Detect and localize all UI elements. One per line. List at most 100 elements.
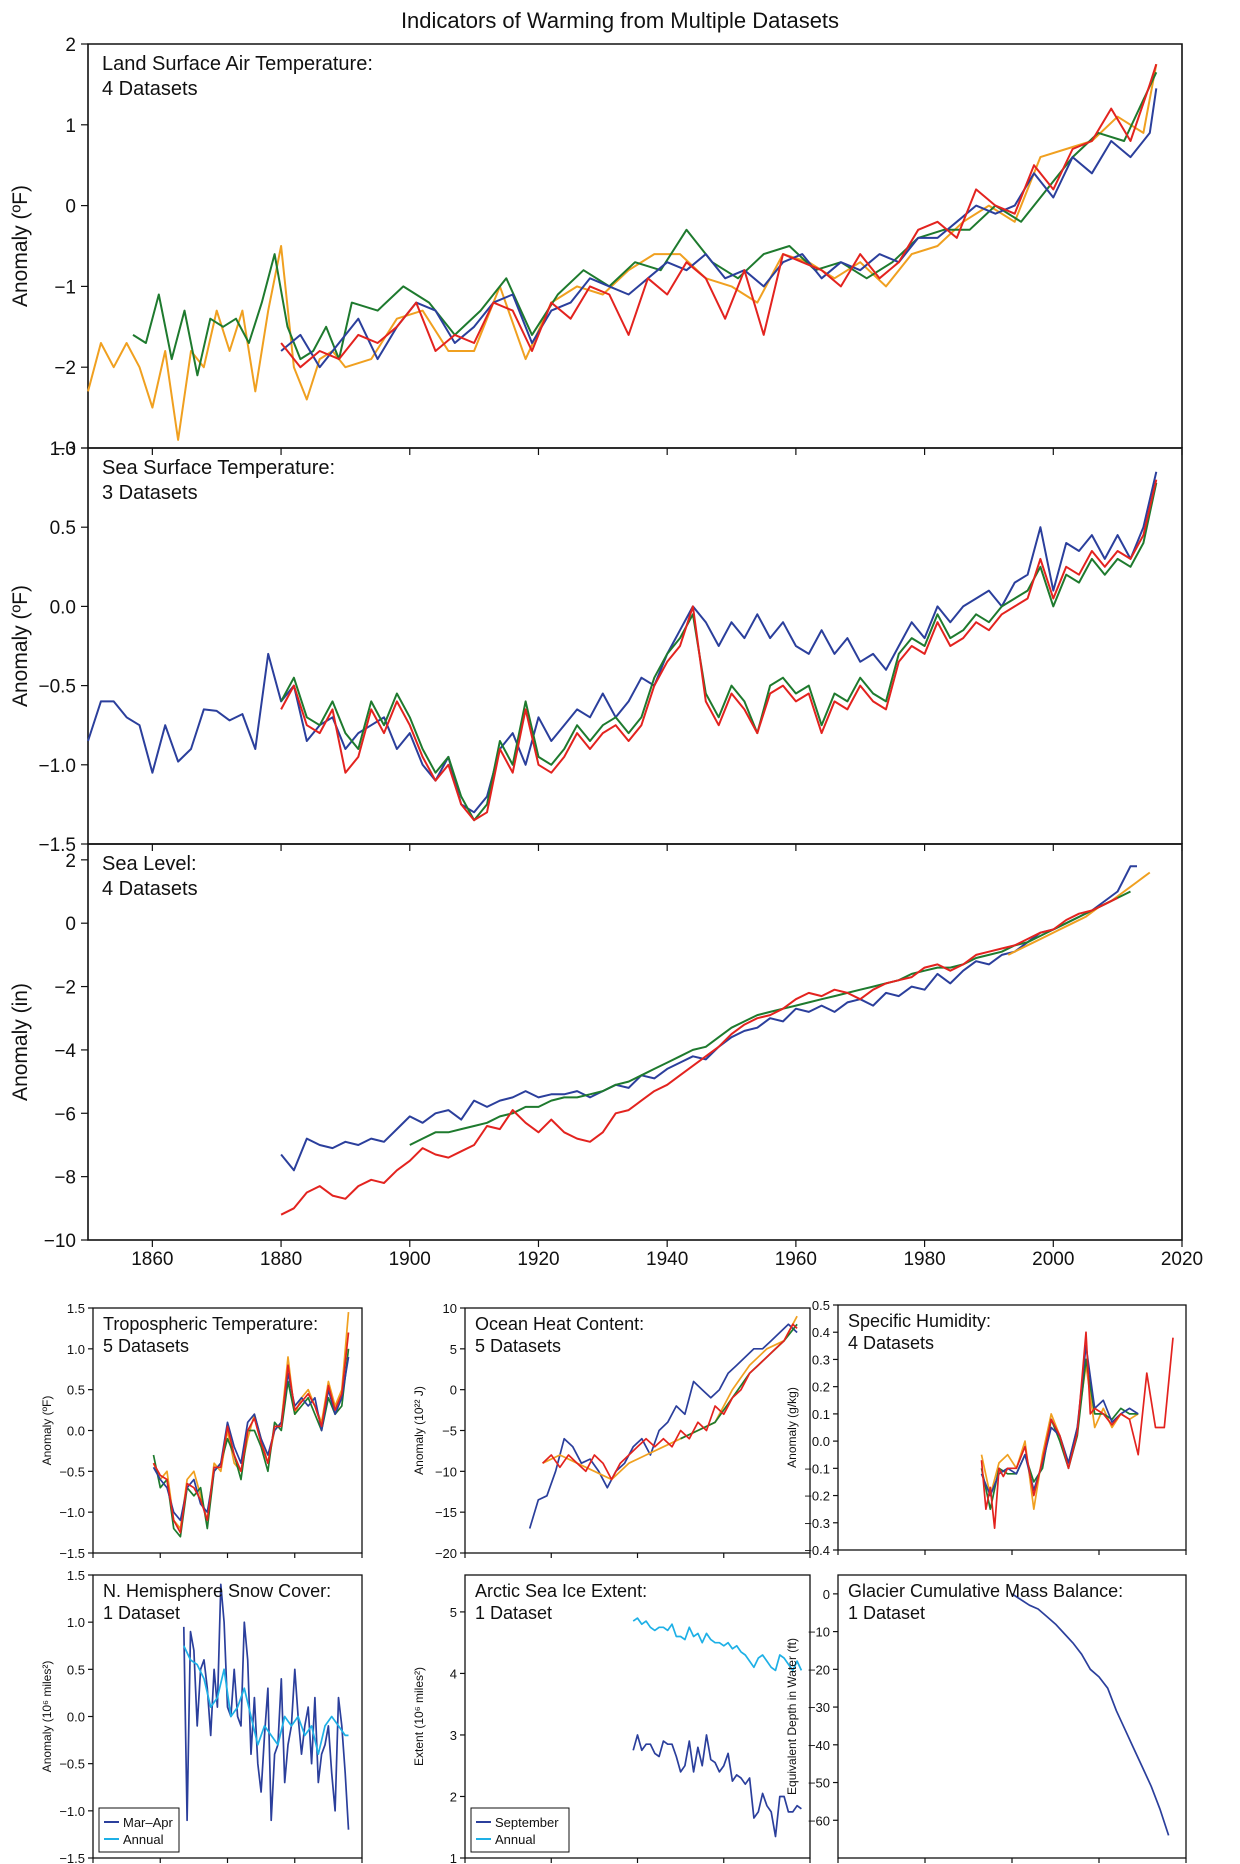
series-line-blue	[87, 471, 1158, 814]
plot-frame	[87, 43, 1183, 448]
panel-tropo: −1.5 −1.0 −0.5 0.0 0.5 1.0 1.5 Anomaly (ºF) Trop…	[40, 1301, 363, 1561]
series-line-cyan	[632, 1617, 803, 1672]
y-tick-label: −10	[44, 1231, 76, 1252]
panel-title-line: Specific Humidity:	[848, 1311, 991, 1331]
x-tick-label: 1860	[131, 1249, 173, 1270]
series-line-orange	[542, 1315, 798, 1481]
panel-title-line: Sea Surface Temperature:	[102, 457, 335, 479]
x-tick-label: 1960	[775, 1249, 817, 1270]
panel-land: −3 −2 −1 0 1 2 Anomaly (ºF) Land Surface Air Te…	[9, 35, 1183, 460]
y-tick-label: −60	[808, 1813, 830, 1828]
panel-seaice: 1234519401960198020002020Extent (10⁶ mil…	[412, 1574, 824, 1864]
y-tick-label: 1.0	[67, 1342, 85, 1357]
y-tick-label: −4	[54, 1041, 76, 1062]
y-axis-label: Equivalent Depth in Water (ft)	[785, 1638, 799, 1795]
y-tick-label: −0.4	[804, 1543, 830, 1558]
y-tick-label: 0.5	[50, 518, 76, 539]
panel-title-line: 5 Datasets	[475, 1336, 561, 1356]
x-tick-label: 1900	[389, 1249, 431, 1270]
y-tick-label: −5	[442, 1424, 457, 1439]
series-line-blue	[280, 88, 1158, 369]
y-axis-label: Anomaly (in)	[9, 983, 32, 1101]
y-tick-label: 0.0	[67, 1424, 85, 1439]
x-tick-label: 1920	[517, 1249, 559, 1270]
series-line-red	[280, 479, 1158, 822]
x-tick-label: 2000	[1032, 1249, 1074, 1270]
y-tick-label: 0.1	[812, 1407, 830, 1422]
y-tick-label: −30	[808, 1700, 830, 1715]
series-line-blue	[528, 1323, 798, 1529]
series-line-red	[980, 1331, 1174, 1530]
y-tick-label: 4	[450, 1666, 457, 1681]
y-tick-label: 0.3	[812, 1352, 830, 1367]
y-tick-label: −1.0	[59, 1804, 85, 1819]
panel-title-line: 4 Datasets	[102, 78, 198, 100]
y-tick-label: −1.5	[59, 1546, 85, 1561]
panel-glacier: −60−50−40−30−20−10019401960198020002020E…	[785, 1574, 1200, 1864]
y-tick-label: 1.0	[50, 439, 76, 460]
y-tick-label: −50	[808, 1776, 830, 1791]
y-tick-label: −40	[808, 1738, 830, 1753]
y-tick-label: −10	[435, 1464, 457, 1479]
panel-ohc: −20 −15 −10 −5 0 5 10 Anomaly (10²² J) Ocean Hea…	[412, 1301, 811, 1561]
legend-label: Annual	[495, 1832, 536, 1847]
series-line-red	[542, 1323, 798, 1481]
y-tick-label: 1.0	[67, 1615, 85, 1630]
y-tick-label: 0.4	[812, 1325, 830, 1340]
y-tick-label: −0.3	[804, 1516, 830, 1531]
y-tick-label: −6	[54, 1104, 76, 1125]
panel-title-line: Glacier Cumulative Mass Balance:	[848, 1581, 1123, 1601]
series-line-cyan	[183, 1645, 349, 1756]
y-tick-label: 0	[65, 914, 76, 935]
series-line-green	[280, 482, 1158, 822]
legend-label: Mar–Apr	[123, 1815, 174, 1830]
series-line-green	[409, 890, 1131, 1146]
series-line-green	[980, 1358, 1139, 1511]
plot-frame	[87, 447, 1183, 844]
x-tick-label: 2020	[1161, 1249, 1203, 1270]
panel-title-line: Arctic Sea Ice Extent:	[475, 1581, 647, 1601]
y-tick-label: −1.0	[38, 756, 76, 777]
legend-box	[470, 1807, 570, 1853]
y-tick-label: 0.0	[812, 1434, 830, 1449]
y-tick-label: −1.5	[38, 835, 76, 856]
x-tick-label: 1940	[646, 1249, 688, 1270]
series-line-red	[280, 897, 1119, 1216]
y-tick-label: −0.1	[804, 1461, 830, 1476]
y-tick-label: −10	[808, 1625, 830, 1640]
panel-title-line: Tropospheric Temperature:	[103, 1314, 318, 1334]
legend-box	[98, 1807, 180, 1853]
panel-title-line: Ocean Heat Content:	[475, 1314, 644, 1334]
legend-label: September	[495, 1815, 559, 1830]
series-line-red	[280, 63, 1158, 369]
series-line-green	[132, 71, 1158, 377]
y-tick-label: −0.2	[804, 1489, 830, 1504]
series-line-blue	[1011, 1593, 1170, 1836]
y-tick-label: −0.5	[59, 1757, 85, 1772]
series-line-blue	[152, 1356, 350, 1522]
series-line-orange	[1007, 871, 1151, 956]
panel-title-line: 1 Dataset	[848, 1603, 925, 1623]
y-axis-label: Anomaly (g/kg)	[785, 1387, 799, 1468]
y-tick-label: 5	[450, 1342, 457, 1357]
y-tick-label: 2	[65, 35, 76, 56]
panel-title-line: 4 Datasets	[102, 878, 198, 900]
y-tick-label: 5	[450, 1605, 457, 1620]
y-tick-label: 0.5	[67, 1662, 85, 1677]
y-tick-label: −1	[54, 277, 76, 298]
y-tick-label: 1	[450, 1851, 457, 1864]
panel-title-line: Land Surface Air Temperature:	[102, 53, 373, 75]
panel-title-line: 3 Datasets	[102, 482, 198, 504]
y-tick-label: 0.5	[67, 1383, 85, 1398]
y-tick-label: 10	[443, 1301, 457, 1316]
plot-frame	[87, 843, 1183, 1241]
y-axis-label: Anomaly (10²² J)	[412, 1386, 426, 1475]
x-tick-label: 1880	[260, 1249, 302, 1270]
y-tick-label: 3	[450, 1728, 457, 1743]
panel-title-line: 5 Datasets	[103, 1336, 189, 1356]
y-tick-label: 0.0	[50, 597, 76, 618]
y-tick-label: −8	[54, 1168, 76, 1189]
y-tick-label: 1.5	[67, 1301, 85, 1316]
y-axis-label: Extent (10⁶ miles²)	[412, 1667, 426, 1766]
